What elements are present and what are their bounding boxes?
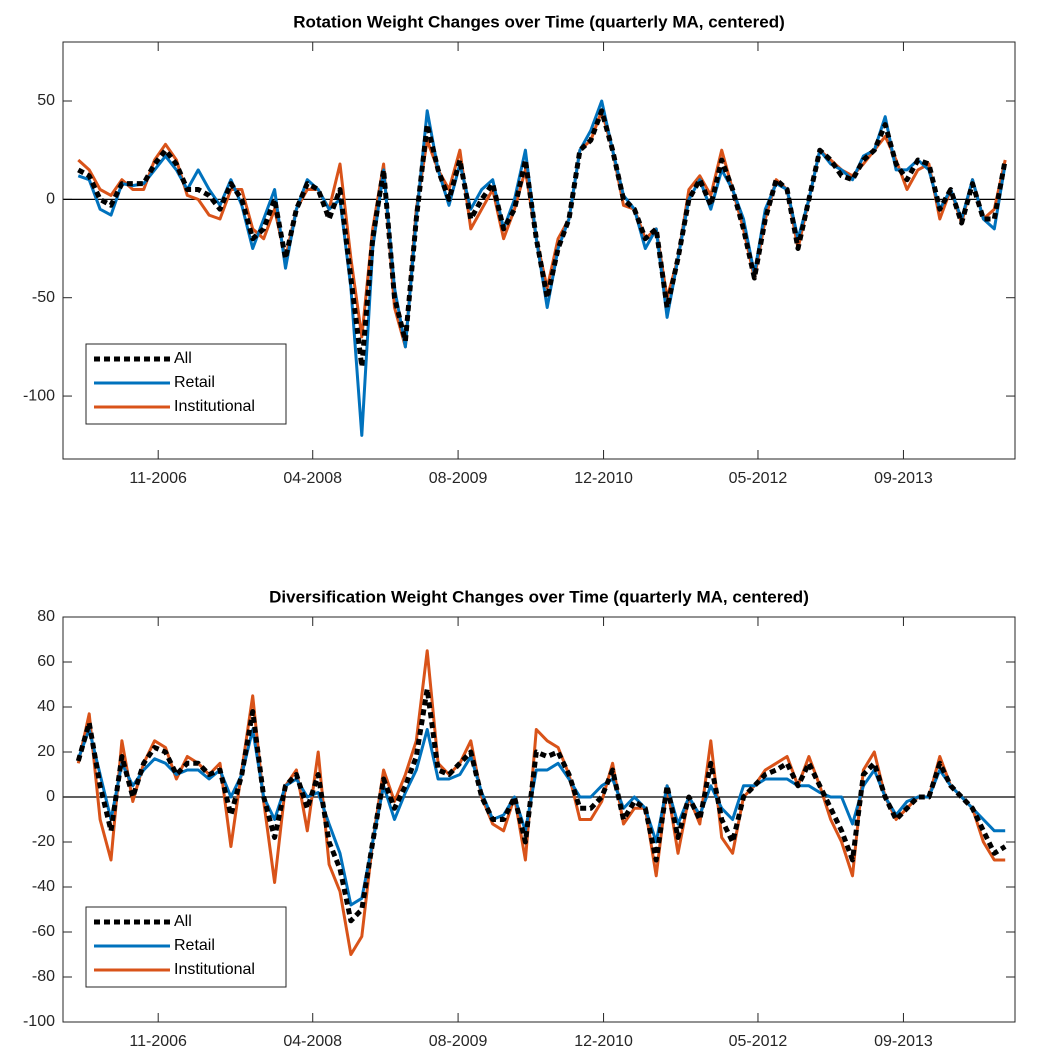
x-tick-label: 04-2008 <box>283 470 342 487</box>
x-tick-label: 09-2013 <box>874 470 933 487</box>
x-tick-label: 11-2006 <box>129 1033 187 1050</box>
x-tick-label: 08-2009 <box>429 1033 488 1050</box>
axes-frame <box>62 616 1016 1023</box>
x-tick-label: 11-2006 <box>129 470 187 487</box>
legend-label: Retail <box>174 937 215 954</box>
x-tick-label: 08-2009 <box>429 470 488 487</box>
y-tick-label: 20 <box>37 743 55 760</box>
subplot: Diversification Weight Changes over Time… <box>23 587 1016 1050</box>
y-tick-label: -20 <box>32 833 55 850</box>
y-tick-label: -100 <box>23 1013 55 1030</box>
y-tick-label: 0 <box>46 788 55 805</box>
y-tick-label: 60 <box>37 653 55 670</box>
x-tick-label: 05-2012 <box>729 470 788 487</box>
y-tick-label: 50 <box>37 92 55 109</box>
axes-frame <box>62 41 1016 460</box>
x-tick-label: 05-2012 <box>729 1033 788 1050</box>
y-tick-label: 40 <box>37 698 55 715</box>
x-tick-label: 04-2008 <box>283 1033 342 1050</box>
chart-title: Rotation Weight Changes over Time (quart… <box>293 12 785 31</box>
series-line <box>76 649 1006 956</box>
legend-label: Institutional <box>174 398 255 415</box>
legend-label: All <box>174 350 192 367</box>
series-line <box>75 686 1007 924</box>
y-tick-label: -50 <box>32 289 55 306</box>
y-tick-label: -40 <box>32 878 55 895</box>
legend-label: Retail <box>174 374 215 391</box>
chart-title: Diversification Weight Changes over Time… <box>269 587 809 606</box>
series-line <box>77 108 1008 370</box>
x-tick-label: 09-2013 <box>874 1033 933 1050</box>
y-tick-label: 80 <box>37 608 55 625</box>
legend-label: Institutional <box>174 961 255 978</box>
y-tick-label: 0 <box>46 191 55 208</box>
y-tick-label: -100 <box>23 387 55 404</box>
x-tick-label: 12-2010 <box>574 470 633 487</box>
y-tick-label: -60 <box>32 923 55 940</box>
series-line <box>76 728 1006 907</box>
subplot: Rotation Weight Changes over Time (quart… <box>23 12 1016 487</box>
x-tick-label: 12-2010 <box>574 1033 633 1050</box>
legend-label: All <box>174 913 192 930</box>
y-tick-label: -80 <box>32 968 55 985</box>
